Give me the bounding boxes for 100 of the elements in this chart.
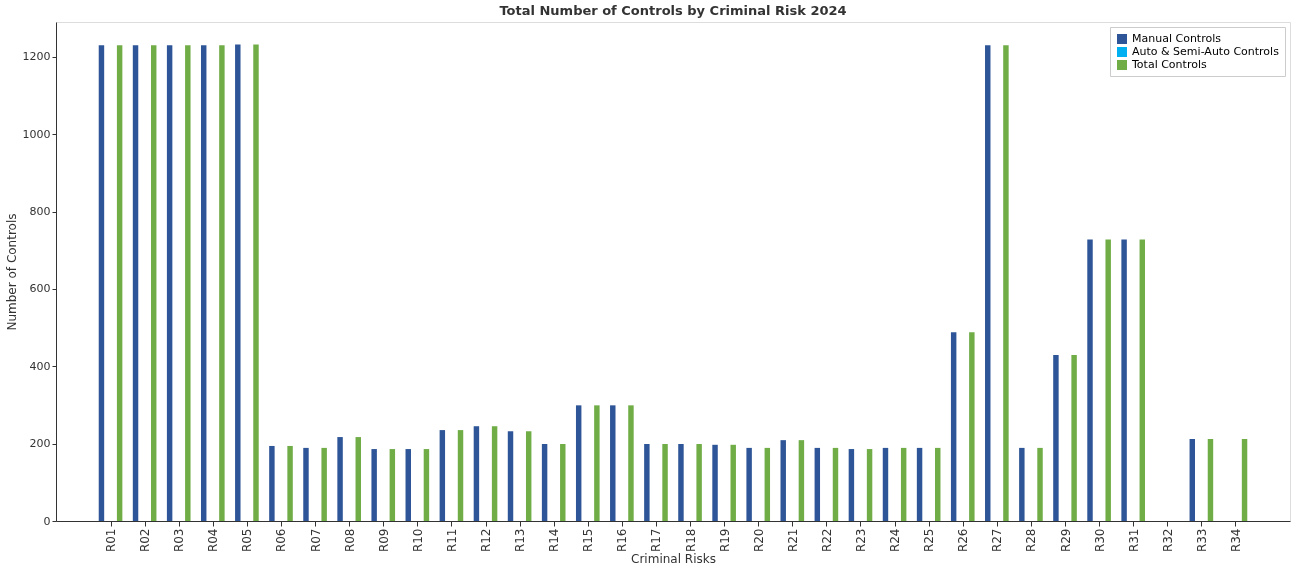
x-tick-label: R03 [172,528,187,553]
bar [746,447,752,521]
x-tick-label: R10 [410,528,425,553]
bar [1003,45,1009,521]
bar [219,45,225,521]
x-tick-label: R24 [888,528,903,553]
bar [1121,239,1127,521]
bar [166,45,173,521]
bar [525,431,532,521]
x-tick-label: R02 [138,528,153,553]
bar [798,440,805,521]
bar [541,444,548,521]
x-tick-label: R29 [1058,528,1073,553]
bar [1087,239,1093,521]
x-tick-label: R05 [240,528,255,553]
bar [287,445,293,521]
bar [950,332,957,521]
bar [269,445,275,521]
x-tick-label: R16 [615,528,630,553]
bar [764,447,771,521]
x-tick-label: R22 [819,528,834,553]
bar [1053,355,1059,521]
x-tick-label: R08 [342,528,357,553]
bar [457,430,464,521]
x-tick-label: R30 [1092,528,1107,553]
bar [832,447,839,521]
bar [1189,438,1196,521]
legend-label: Total Controls [1131,58,1207,71]
bar [405,449,411,521]
bar [882,447,889,521]
y-tick-label: 600 [29,282,51,296]
bar [150,45,157,521]
bar [1037,447,1043,521]
bar [814,447,821,521]
x-tick-label: R23 [853,528,868,553]
bar [678,444,684,521]
bar [560,444,566,521]
bar [116,45,123,521]
bar [473,426,480,521]
bar [900,447,907,521]
bar [132,45,139,521]
x-tick-label: R33 [1194,528,1209,553]
bar [644,444,650,521]
bar [1207,438,1214,521]
bar [185,45,191,521]
x-tick-label: R11 [444,528,459,553]
x-tick-label: R07 [308,528,323,553]
x-tick-label: R04 [206,528,221,553]
bar [848,449,855,521]
bar [610,405,616,521]
y-axis-title: Number of Controls [4,213,19,331]
bar [594,405,600,521]
x-tick-label: R34 [1228,528,1243,553]
bar [730,444,736,521]
bar [200,45,207,521]
bar [303,447,309,521]
bar [235,44,241,521]
legend-label: Manual Controls [1132,32,1222,45]
x-tick-label: R12 [479,528,494,553]
x-tick-label: R15 [581,528,596,553]
bar [712,444,718,521]
bar [439,430,446,521]
bar [355,437,361,521]
bar [628,405,634,521]
y-tick-label: 1000 [22,127,51,141]
bar [507,431,514,521]
bar [337,437,343,521]
bar [371,449,377,521]
x-tick-label: R27 [990,528,1005,553]
x-tick-label: R01 [104,528,119,553]
bar [1139,239,1146,521]
bar [1105,239,1111,521]
bar [1071,355,1077,521]
x-tick-label: R18 [683,528,698,553]
bar [1241,438,1248,521]
y-tick-label: 800 [29,205,51,219]
bar [491,426,498,521]
x-tick-label: R25 [922,528,937,553]
x-tick-label: R26 [956,528,971,553]
x-tick-label: R31 [1126,528,1141,553]
bar [423,449,430,521]
x-tick-label: R21 [785,528,800,553]
y-tick-label: 1200 [22,50,51,64]
y-tick-label: 0 [43,514,51,528]
bar [696,444,702,521]
bar [98,45,105,521]
bar [866,449,873,521]
x-tick-label: R20 [751,528,766,553]
bar [253,44,259,521]
x-tick-label: R28 [1024,528,1039,553]
x-tick-label: R17 [649,528,664,553]
bar [969,332,975,521]
x-tick-label: R13 [513,528,528,553]
bar [935,447,941,521]
x-tick-label: R14 [547,528,562,553]
x-tick-label: R19 [717,528,732,553]
bar [662,444,668,521]
x-tick-label: R06 [274,528,289,553]
bar [321,447,327,521]
bar [575,405,582,521]
